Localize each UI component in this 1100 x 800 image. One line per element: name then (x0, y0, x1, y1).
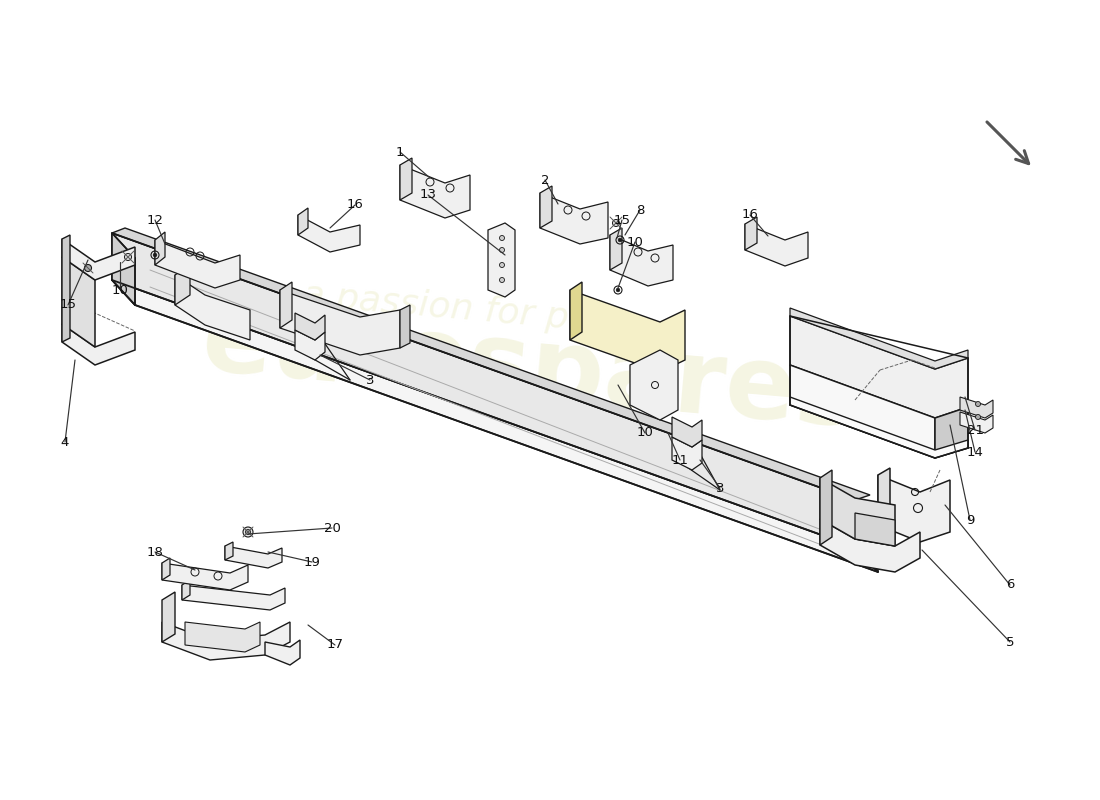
Text: 15: 15 (614, 214, 630, 226)
Polygon shape (820, 519, 920, 572)
Polygon shape (610, 235, 673, 286)
Polygon shape (400, 165, 470, 218)
Polygon shape (162, 558, 170, 580)
Circle shape (153, 253, 157, 257)
Text: 12: 12 (146, 214, 164, 226)
Text: 11: 11 (671, 454, 689, 466)
Polygon shape (162, 563, 248, 590)
Polygon shape (630, 350, 678, 420)
Polygon shape (790, 316, 968, 418)
Circle shape (499, 235, 505, 241)
Polygon shape (280, 282, 292, 328)
Text: 10: 10 (637, 426, 653, 439)
Polygon shape (745, 224, 808, 266)
Polygon shape (226, 542, 233, 560)
Circle shape (613, 219, 619, 226)
Text: 14: 14 (967, 446, 983, 458)
Text: 5: 5 (1005, 635, 1014, 649)
Polygon shape (155, 240, 240, 288)
Text: 4: 4 (60, 435, 69, 449)
Polygon shape (488, 223, 515, 297)
Polygon shape (62, 257, 95, 347)
Polygon shape (112, 280, 878, 572)
Circle shape (85, 265, 91, 271)
Text: 3: 3 (365, 374, 374, 386)
Polygon shape (960, 397, 993, 418)
Polygon shape (162, 592, 175, 642)
Polygon shape (878, 475, 950, 542)
Polygon shape (62, 235, 70, 342)
Text: 10: 10 (111, 283, 129, 297)
Text: 2: 2 (541, 174, 549, 186)
Polygon shape (182, 580, 190, 600)
Polygon shape (162, 622, 290, 660)
Circle shape (243, 527, 253, 537)
Polygon shape (155, 232, 165, 265)
Polygon shape (400, 305, 410, 348)
Circle shape (245, 530, 251, 534)
Polygon shape (295, 330, 324, 360)
Polygon shape (610, 228, 621, 270)
Polygon shape (540, 193, 608, 244)
Polygon shape (298, 215, 360, 252)
Polygon shape (540, 186, 552, 228)
Polygon shape (672, 417, 702, 447)
Text: 8: 8 (636, 203, 645, 217)
Polygon shape (280, 290, 400, 355)
Polygon shape (112, 233, 135, 305)
Text: 1: 1 (396, 146, 405, 158)
Polygon shape (112, 233, 855, 547)
Polygon shape (295, 313, 324, 340)
Polygon shape (960, 412, 993, 433)
Text: 3: 3 (716, 482, 724, 494)
Circle shape (976, 414, 980, 419)
Text: 17: 17 (327, 638, 343, 651)
Text: 18: 18 (146, 546, 164, 558)
Circle shape (499, 278, 505, 282)
Text: 10: 10 (627, 235, 644, 249)
Circle shape (976, 402, 980, 406)
Text: 20: 20 (323, 522, 340, 534)
Polygon shape (182, 585, 285, 610)
Text: 13: 13 (419, 189, 437, 202)
Polygon shape (790, 308, 968, 369)
Text: 19: 19 (304, 555, 320, 569)
Text: 9: 9 (966, 514, 975, 526)
Polygon shape (400, 158, 412, 200)
Text: a passion for parts: a passion for parts (300, 278, 639, 342)
Polygon shape (298, 208, 308, 235)
Text: 16: 16 (346, 198, 363, 211)
Circle shape (499, 262, 505, 267)
Polygon shape (820, 478, 895, 546)
Polygon shape (935, 407, 968, 458)
Polygon shape (790, 365, 935, 458)
Polygon shape (820, 470, 832, 545)
Circle shape (616, 288, 619, 292)
Polygon shape (226, 546, 282, 568)
Text: 21: 21 (967, 423, 983, 437)
Polygon shape (745, 217, 757, 250)
Polygon shape (570, 290, 685, 372)
Text: eurospares: eurospares (198, 291, 862, 449)
Polygon shape (175, 265, 190, 305)
Text: 15: 15 (59, 298, 77, 311)
Polygon shape (112, 228, 870, 500)
Polygon shape (175, 275, 250, 340)
Polygon shape (62, 239, 135, 280)
Circle shape (499, 247, 505, 253)
Polygon shape (62, 324, 135, 365)
Polygon shape (855, 500, 878, 572)
Polygon shape (672, 437, 702, 470)
Circle shape (124, 254, 132, 261)
Circle shape (618, 238, 621, 242)
Polygon shape (185, 622, 260, 652)
Text: 16: 16 (741, 209, 758, 222)
Polygon shape (878, 468, 890, 525)
Polygon shape (570, 282, 582, 340)
Polygon shape (790, 397, 968, 458)
Polygon shape (265, 640, 300, 665)
Polygon shape (855, 513, 895, 546)
Text: 6: 6 (1005, 578, 1014, 591)
